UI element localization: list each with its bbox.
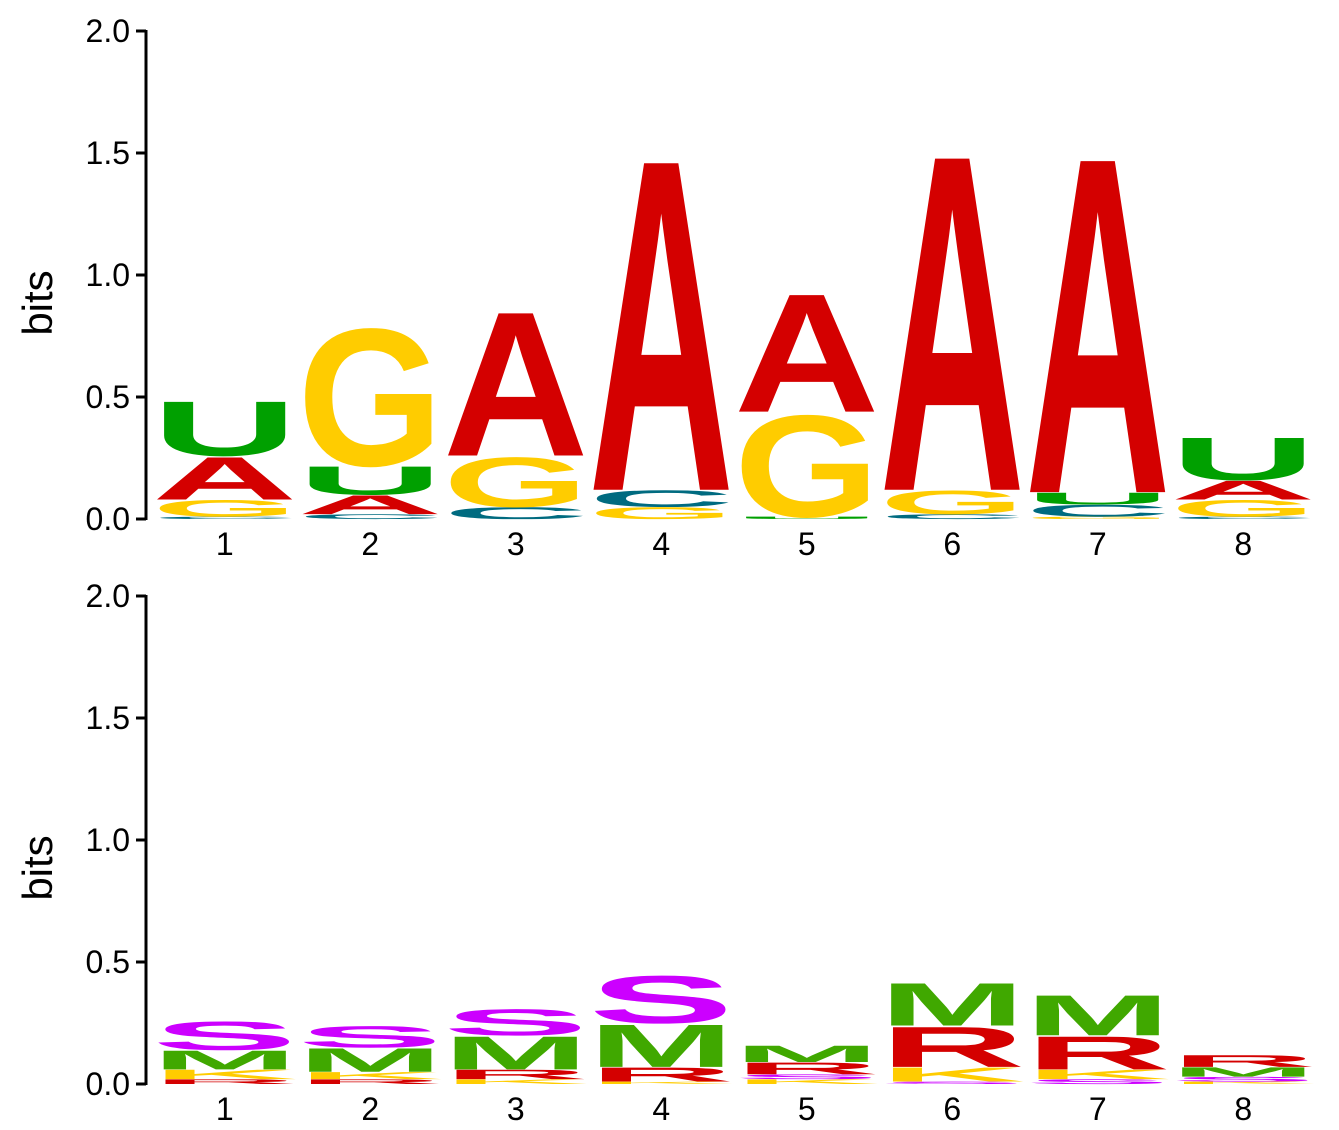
logo-letter-C: C <box>1171 516 1317 520</box>
logo-letter-G: G <box>589 504 735 523</box>
logo-letter-U: U <box>734 516 880 520</box>
logo-letter-S: S <box>734 1073 880 1081</box>
logo-letter-K: K <box>880 1063 1026 1086</box>
logo-letter-R: R <box>1171 1052 1317 1071</box>
x-tick-label: 5 <box>798 1091 816 1127</box>
y-tick-label: 0.0 <box>86 1066 130 1102</box>
logo-letter-C: C <box>880 513 1026 521</box>
y-tick-label: 1.0 <box>86 822 130 858</box>
y-tick-label: 1.5 <box>86 135 130 171</box>
y-tick-label: 0.0 <box>86 501 130 537</box>
logo-letter-A: A <box>298 490 444 520</box>
logo-letter-A: A <box>589 61 735 591</box>
logo-letter-G: G <box>1025 516 1171 520</box>
logo-letter-S: S <box>1025 1078 1171 1086</box>
y-tick-label: 0.5 <box>86 379 130 415</box>
logo-letter-G: G <box>443 442 589 522</box>
logo-letter-K: K <box>298 1070 444 1081</box>
logo-letter-U: U <box>298 458 444 504</box>
logo-letter-M: M <box>298 1041 444 1079</box>
y-tick-label: 0.5 <box>86 944 130 980</box>
logo-letter-R: R <box>443 1067 589 1082</box>
x-tick-label: 5 <box>798 526 816 562</box>
x-tick-label: 3 <box>507 1091 525 1127</box>
logo-letter-S: S <box>880 1081 1026 1085</box>
x-tick-label: 4 <box>652 526 670 562</box>
y-tick-label: 2.0 <box>86 13 130 49</box>
logo-letter-A: A <box>880 55 1026 593</box>
logo-letter-M: M <box>1171 1065 1317 1080</box>
logo-letter-A: A <box>734 259 880 448</box>
logo-letter-G: G <box>880 484 1026 522</box>
x-tick-label: 6 <box>943 526 961 562</box>
logo-letter-R: R <box>880 1015 1026 1079</box>
logo-letter-M: M <box>880 971 1026 1039</box>
logo-letter-U: U <box>152 386 298 473</box>
logo-letter-G: G <box>734 386 880 548</box>
logo-letter-S: S <box>152 1013 298 1059</box>
logo-letter-M: M <box>443 1026 589 1079</box>
y-tick-label: 1.5 <box>86 700 130 736</box>
x-tick-label: 2 <box>361 1091 379 1127</box>
logo-letter-K: K <box>589 1081 735 1085</box>
logo-letter-G: G <box>1171 495 1317 521</box>
logo-letter-K: K <box>734 1078 880 1086</box>
logo-letter-R: R <box>734 1059 880 1078</box>
y-axis-label: bits <box>14 270 61 335</box>
logo-letter-S: S <box>298 1020 444 1054</box>
x-tick-label: 1 <box>216 526 234 562</box>
logo-letter-K: K <box>1025 1067 1171 1082</box>
logo-letter-K: K <box>152 1067 298 1082</box>
logo-letter-A: A <box>152 445 298 513</box>
logo-letter-A: A <box>443 270 589 501</box>
logo-letter-S: S <box>589 962 735 1038</box>
logo-letter-A: A <box>1025 57 1171 595</box>
y-tick-label: 2.0 <box>86 578 130 614</box>
y-tick-label: 1.0 <box>86 257 130 293</box>
x-tick-label: 3 <box>507 526 525 562</box>
x-tick-label: 8 <box>1234 1091 1252 1127</box>
logo-letter-R: R <box>298 1078 444 1086</box>
logo-letter-G: G <box>298 289 444 508</box>
logo-letter-M: M <box>589 1012 735 1080</box>
logo-letter-C: C <box>298 513 444 521</box>
x-tick-label: 6 <box>943 1091 961 1127</box>
x-tick-label: 8 <box>1234 526 1252 562</box>
x-tick-label: 2 <box>361 526 379 562</box>
logo-letter-M: M <box>734 1041 880 1067</box>
logo-letter-G: G <box>152 495 298 521</box>
y-axis-label: bits <box>14 835 61 900</box>
logo-letter-R: R <box>152 1078 298 1086</box>
logo-letter-U: U <box>1171 425 1317 493</box>
logo-letter-R: R <box>589 1063 735 1086</box>
x-tick-label: 4 <box>652 1091 670 1127</box>
logo-letter-R: R <box>1025 1026 1171 1079</box>
logo-letter-S: S <box>443 1002 589 1043</box>
logo-letter-S: S <box>1171 1075 1317 1083</box>
logo-letter-C: C <box>589 485 735 511</box>
logo-letter-K: K <box>443 1078 589 1086</box>
x-tick-label: 7 <box>1089 1091 1107 1127</box>
logo-letter-K: K <box>1171 1081 1317 1085</box>
logo-letter-C: C <box>152 516 298 520</box>
logo-letter-C: C <box>443 504 589 523</box>
logo-letter-A: A <box>1171 475 1317 505</box>
x-tick-label: 7 <box>1089 526 1107 562</box>
x-tick-label: 1 <box>216 1091 234 1127</box>
logo-letter-M: M <box>152 1045 298 1075</box>
logo-letter-U: U <box>1025 489 1171 508</box>
logo-letter-M: M <box>1025 984 1171 1048</box>
logo-letter-C: C <box>1025 501 1171 520</box>
